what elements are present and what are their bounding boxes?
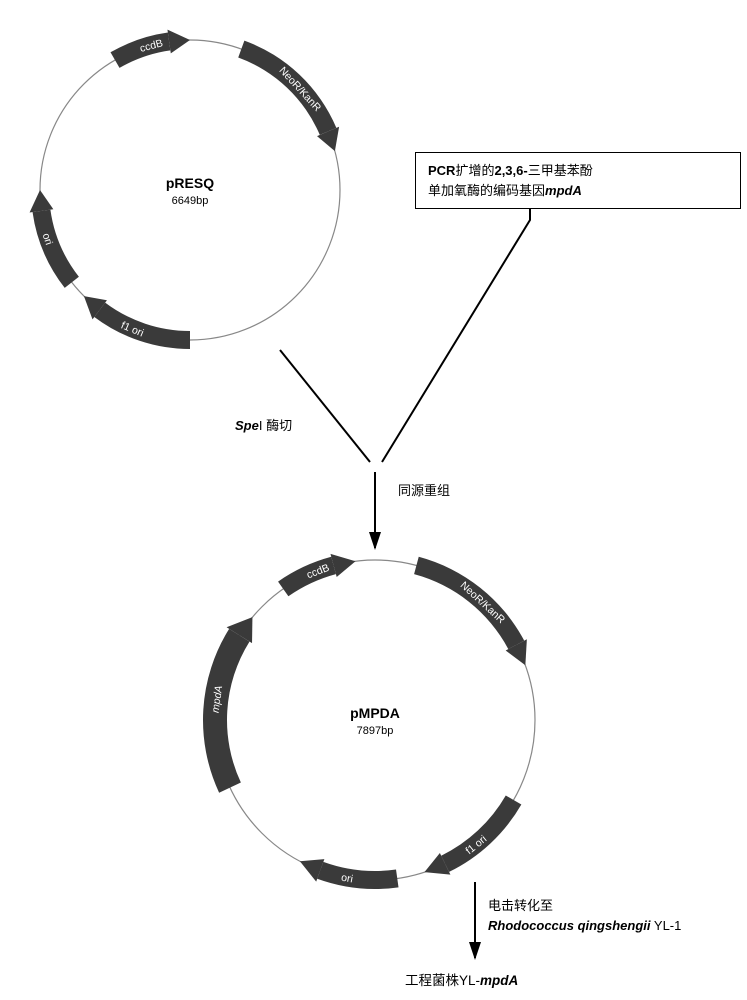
plasmid-feature-label: ori [340,872,354,886]
step-label-digest: SpeI 酶切 [235,418,292,433]
plasmid-feature [33,210,79,288]
pcr-box-236: 2,3,6- [494,163,527,178]
plasmid-feature [238,41,336,135]
pcr-box-tmp: 三甲基苯酚 [528,163,593,178]
plasmid-name: pRESQ [166,175,214,191]
plasmid-feature-label: NeoR/KanR [277,65,324,115]
diagram-canvas: pRESQ6649bpccdBNeoR/KanRf1 orioripMPDA78… [0,0,747,1000]
plasmid-name: pMPDA [350,705,400,721]
result-strain: 工程菌株YL-mpdA [405,973,518,988]
pcr-box-amp: 扩增的 [455,163,494,178]
plasmid-feature [94,303,190,349]
plasmid-size: 7897bp [357,725,394,737]
arrow-from-pcrbox [382,202,530,462]
arrow-from-plasmid1 [280,350,370,462]
plasmid-feature-label: NeoR/KanR [458,579,508,626]
pcr-fragment-box: PCR扩增的2,3,6-三甲基苯酚 单加氧酶的编码基因mpdA [415,152,741,209]
pcr-box-mono: 单加氧酶的编码基因 [428,183,545,198]
plasmid-feature [414,557,524,649]
plasmid-feature [317,862,398,889]
plasmid-size: 6649bp [172,195,209,207]
step-label-transform-l2: Rhodococcus qingshengii YL-1 [488,918,681,933]
plasmid-feature-tip [30,190,54,213]
step-label-recombination: 同源重组 [398,483,450,498]
pcr-box-pcr: PCR [428,163,455,178]
step-label-transform-l1: 电击转化至 [488,898,553,913]
plasmid-feature-tip [167,30,190,54]
pcr-box-gene: mpdA [545,183,582,198]
